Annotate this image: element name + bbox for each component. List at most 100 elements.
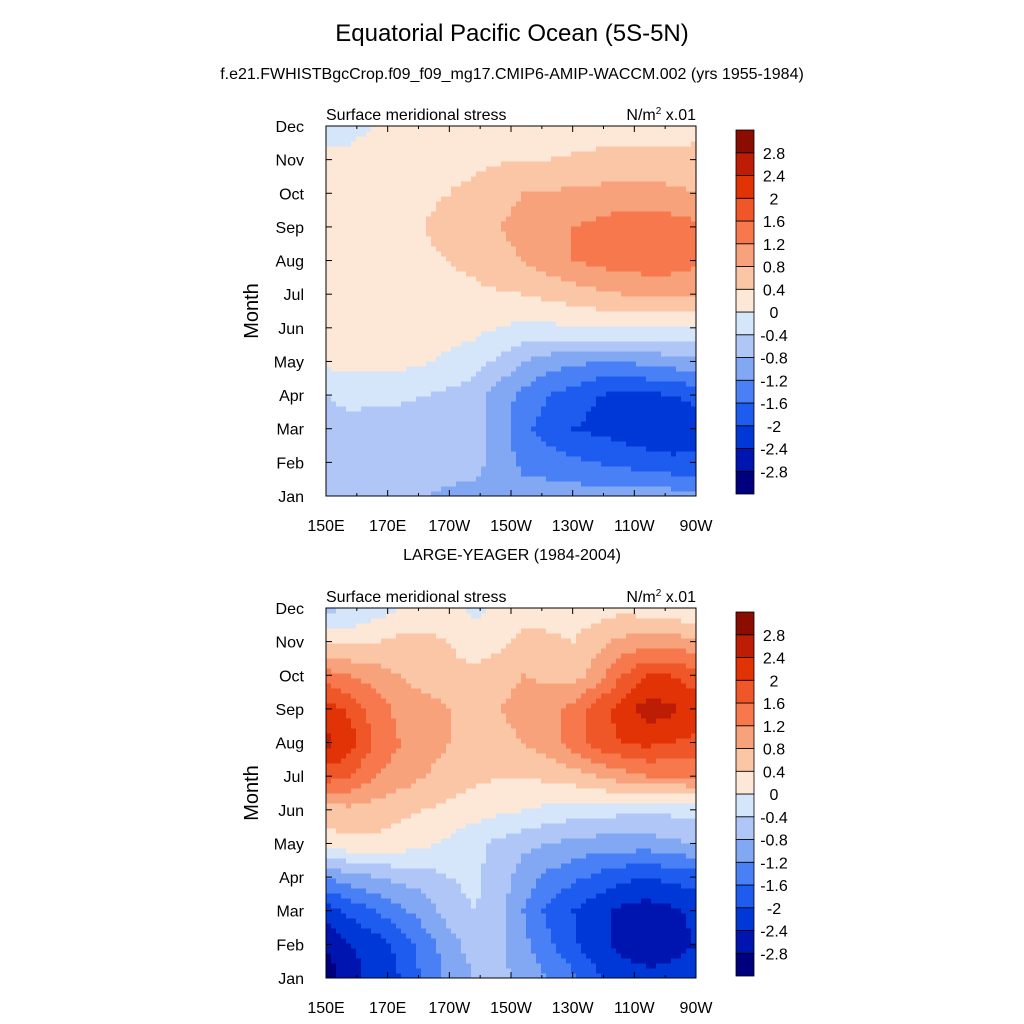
heatmap-cell [691, 411, 697, 417]
heatmap-cell [521, 391, 527, 397]
heatmap-cell [366, 196, 372, 202]
heatmap-cell [486, 386, 492, 392]
heatmap-cell [451, 461, 457, 467]
heatmap-cell [421, 316, 427, 322]
heatmap-cell [681, 456, 687, 462]
heatmap-cell [436, 296, 442, 302]
heatmap-cell [646, 211, 652, 217]
heatmap-cell [581, 311, 587, 317]
heatmap-cell [341, 211, 347, 217]
heatmap-cell [411, 456, 417, 462]
heatmap-cell [671, 196, 677, 202]
heatmap-cell [631, 481, 637, 487]
heatmap-cell [446, 451, 452, 457]
heatmap-cell [651, 276, 657, 282]
heatmap-cell [346, 341, 352, 347]
heatmap-cell [551, 421, 557, 427]
heatmap-cell [691, 186, 697, 192]
heatmap-cell [541, 171, 547, 177]
heatmap-cell [441, 161, 447, 167]
heatmap-cell [466, 396, 472, 402]
heatmap-cell [526, 451, 532, 457]
heatmap-cell [411, 306, 417, 312]
heatmap-cell [481, 396, 487, 402]
heatmap-cell [646, 296, 652, 302]
heatmap-cell [606, 191, 612, 197]
heatmap-cell [676, 351, 682, 357]
heatmap-cell [461, 341, 467, 347]
heatmap-cell [356, 216, 362, 222]
heatmap-cell [521, 176, 527, 182]
heatmap-cell [586, 456, 592, 462]
heatmap-cell [521, 286, 527, 292]
heatmap-cell [416, 431, 422, 437]
heatmap-cell [366, 216, 372, 222]
heatmap-cell [331, 306, 337, 312]
heatmap-cell [481, 261, 487, 267]
heatmap-cell [691, 251, 697, 257]
heatmap-cell [686, 221, 692, 227]
heatmap-cell [676, 446, 682, 452]
heatmap-cell [576, 331, 582, 337]
heatmap-cell [516, 376, 522, 382]
heatmap-cell [531, 211, 537, 217]
heatmap-cell [391, 186, 397, 192]
heatmap-cell [361, 321, 367, 327]
heatmap-cell [436, 201, 442, 207]
heatmap-cell [551, 316, 557, 322]
heatmap-cell [691, 476, 697, 482]
heatmap-cell [416, 191, 422, 197]
heatmap-cell [661, 321, 667, 327]
heatmap-cell [391, 281, 397, 287]
heatmap-cell [676, 276, 682, 282]
heatmap-cell [396, 446, 402, 452]
heatmap-cell [651, 311, 657, 317]
heatmap-cell [611, 191, 617, 197]
heatmap-cell [571, 386, 577, 392]
heatmap-cell [406, 221, 412, 227]
heatmap-cell [386, 166, 392, 172]
heatmap-cell [396, 391, 402, 397]
heatmap-cell [476, 386, 482, 392]
heatmap-cell [661, 441, 667, 447]
heatmap-cell [626, 261, 632, 267]
chart-title: Equatorial Pacific Ocean (5S-5N) [335, 20, 689, 47]
heatmap-cell [436, 476, 442, 482]
heatmap-cell [496, 461, 502, 467]
heatmap-cell [521, 421, 527, 427]
heatmap-cell [501, 396, 507, 402]
heatmap-cell [541, 346, 547, 352]
heatmap-cell [486, 226, 492, 232]
heatmap-cell [606, 321, 612, 327]
heatmap-cell [661, 461, 667, 467]
heatmap-cell [411, 401, 417, 407]
heatmap-cell [456, 476, 462, 482]
heatmap-cell [516, 161, 522, 167]
heatmap-cell [411, 301, 417, 307]
heatmap-cell [421, 491, 427, 497]
heatmap-cell [681, 271, 687, 277]
heatmap-cell [671, 481, 677, 487]
heatmap-cell [431, 416, 437, 422]
heatmap-cell [626, 461, 632, 467]
heatmap-cell [621, 366, 627, 372]
heatmap-cell [396, 291, 402, 297]
heatmap-cell [461, 191, 467, 197]
heatmap-cell [471, 361, 477, 367]
heatmap-cell [606, 281, 612, 287]
heatmap-cell [381, 251, 387, 257]
heatmap-cell [431, 376, 437, 382]
heatmap-cell [341, 346, 347, 352]
heatmap-cell [476, 276, 482, 282]
heatmap-cell [621, 446, 627, 452]
heatmap-cell [556, 356, 562, 362]
heatmap-cell [386, 321, 392, 327]
heatmap-cell [466, 241, 472, 247]
heatmap-cell [656, 441, 662, 447]
heatmap-cell [401, 196, 407, 202]
heatmap-cell [616, 371, 622, 377]
heatmap-cell [361, 316, 367, 322]
heatmap-cell [676, 366, 682, 372]
heatmap-cell [511, 441, 517, 447]
heatmap-cell [351, 351, 357, 357]
